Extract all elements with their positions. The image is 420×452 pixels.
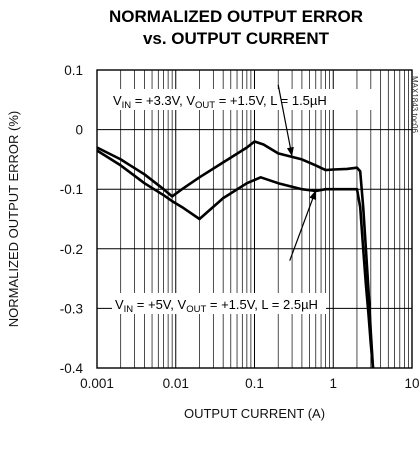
annotation-label-2: VIN = +5V, VOUT = +1.5V, L = 2.5µH bbox=[115, 297, 318, 315]
x-tick-label: 1 bbox=[329, 376, 337, 391]
series-line-2 bbox=[96, 149, 375, 369]
x-tick-labels: 0.001 0.01 0.1 1 10 bbox=[80, 376, 419, 391]
annotation-text-part: OUT bbox=[186, 304, 206, 315]
x-tick-label: 0.1 bbox=[245, 376, 264, 391]
y-tick-label: -0.3 bbox=[60, 301, 83, 316]
chart-title-line-1: NORMALIZED OUTPUT ERROR bbox=[109, 7, 363, 26]
x-tick-label: 0.01 bbox=[163, 376, 189, 391]
x-tick-label: 10 bbox=[404, 376, 419, 391]
annotation-text-part: = +5V, V bbox=[133, 297, 186, 312]
annotation-text-part: IN bbox=[124, 304, 134, 315]
annotation-pointer-2 bbox=[289, 190, 317, 261]
y-tick-label: -0.1 bbox=[60, 182, 83, 197]
annotation-text-part: V bbox=[113, 93, 122, 108]
annotation-bg-1 bbox=[110, 89, 380, 110]
annotation-pointer-1 bbox=[277, 84, 293, 157]
annotations: VIN = +3.3V, VOUT = +1.5V, L = 1.5µHVIN … bbox=[110, 84, 380, 315]
figure-code: MAX1843 toc06 bbox=[410, 76, 419, 133]
y-tick-label: -0.2 bbox=[60, 242, 83, 257]
annotation-arrowhead-1 bbox=[286, 146, 294, 157]
annotation-text-part: OUT bbox=[195, 100, 215, 111]
annotation-text-part: V bbox=[115, 297, 124, 312]
grid bbox=[96, 69, 412, 369]
series-curves bbox=[96, 140, 375, 369]
annotation-label-1: VIN = +3.3V, VOUT = +1.5V, L = 1.5µH bbox=[113, 93, 327, 111]
y-axis-label: NORMALIZED OUTPUT ERROR (%) bbox=[6, 111, 21, 327]
x-axis-label: OUTPUT CURRENT (A) bbox=[184, 406, 325, 421]
annotation-bg-2 bbox=[112, 293, 326, 314]
y-tick-label: 0 bbox=[75, 123, 83, 138]
plot-frame bbox=[96, 69, 413, 369]
x-tick-label: 0.001 bbox=[80, 376, 114, 391]
chart-title-line-2: vs. OUTPUT CURRENT bbox=[143, 29, 330, 48]
series-line-1 bbox=[96, 140, 375, 369]
y-tick-label: 0.1 bbox=[64, 63, 83, 78]
annotation-arrowhead-2 bbox=[309, 190, 316, 201]
annotation-text-part: = +3.3V, V bbox=[131, 93, 195, 108]
y-tick-labels: 0.1 0 -0.1 -0.2 -0.3 -0.4 bbox=[60, 63, 84, 376]
annotation-text-part: IN bbox=[122, 100, 132, 111]
annotation-text-part: = +1.5V, L = 2.5µH bbox=[206, 297, 318, 312]
y-tick-label: -0.4 bbox=[60, 361, 84, 376]
annotation-text-part: = +1.5V, L = 1.5µH bbox=[215, 93, 327, 108]
